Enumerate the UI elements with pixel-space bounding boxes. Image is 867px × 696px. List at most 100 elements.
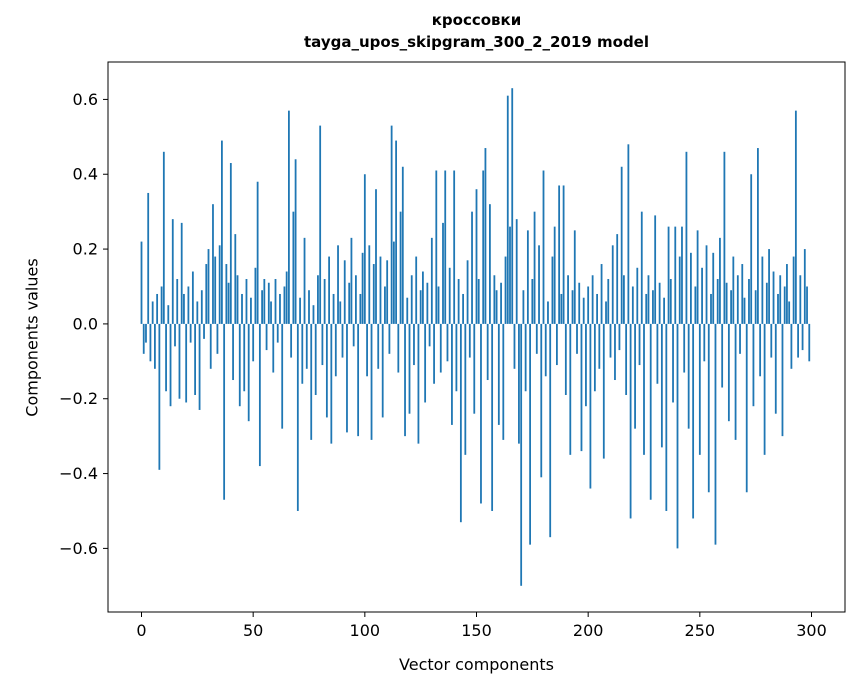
bar — [343, 260, 346, 324]
bar — [234, 234, 237, 324]
bar — [317, 275, 319, 324]
bar — [196, 301, 199, 324]
bar — [357, 323, 360, 437]
bar — [531, 279, 534, 324]
bar — [258, 323, 261, 467]
bar — [799, 275, 802, 324]
bar — [640, 211, 643, 324]
bar — [678, 256, 681, 324]
bar — [162, 151, 165, 324]
bar — [466, 260, 469, 324]
bar — [676, 323, 679, 549]
bar — [274, 279, 277, 324]
bar — [475, 189, 478, 324]
bar — [183, 293, 185, 324]
bar — [743, 297, 746, 324]
bar — [154, 323, 156, 369]
bar — [486, 323, 489, 381]
bar — [236, 275, 239, 324]
bar — [243, 323, 246, 392]
bar — [506, 95, 509, 324]
bar — [337, 245, 339, 324]
bar — [614, 323, 616, 381]
bar — [330, 323, 333, 444]
bar — [716, 279, 719, 324]
bar — [803, 249, 806, 324]
bar — [535, 323, 538, 354]
bar — [522, 290, 525, 324]
bar — [683, 323, 686, 373]
bar — [363, 174, 366, 324]
y-tick-label: 0.4 — [73, 165, 98, 184]
bar — [442, 222, 444, 324]
bar — [212, 204, 214, 324]
bar — [712, 252, 715, 324]
bar — [497, 323, 500, 425]
bar — [145, 323, 147, 343]
bar — [500, 282, 502, 324]
bar — [582, 297, 585, 324]
bar — [225, 264, 228, 324]
bar — [730, 290, 732, 324]
bar — [687, 323, 690, 429]
bar — [332, 293, 335, 324]
bar — [227, 282, 230, 324]
y-tick-label: 0.6 — [73, 90, 98, 109]
bar — [558, 185, 561, 324]
bar — [185, 323, 188, 403]
bar — [569, 323, 572, 455]
bar — [435, 170, 438, 324]
bar — [696, 230, 699, 324]
bar — [439, 323, 442, 373]
bar — [714, 323, 717, 545]
bar — [252, 323, 255, 362]
bar — [314, 323, 317, 395]
bar — [200, 290, 203, 324]
bar — [765, 282, 768, 324]
bar — [408, 323, 411, 414]
bar — [388, 323, 391, 354]
bar — [783, 286, 786, 324]
bar — [611, 245, 614, 324]
bar — [169, 323, 172, 407]
bar — [600, 264, 603, 324]
bar — [171, 219, 174, 324]
bar — [801, 323, 804, 351]
bar — [444, 170, 447, 324]
bar — [480, 323, 482, 504]
bar — [415, 256, 418, 324]
bar — [672, 323, 674, 403]
bar — [160, 286, 163, 324]
bar — [459, 323, 462, 523]
bar — [649, 323, 652, 500]
bar — [299, 297, 301, 324]
bar — [721, 323, 724, 388]
bar — [308, 290, 310, 324]
bar — [511, 88, 514, 324]
bar — [681, 226, 683, 324]
bar — [341, 323, 344, 358]
bar — [533, 211, 536, 324]
bar — [346, 323, 348, 433]
bar — [524, 323, 527, 392]
bar — [285, 271, 288, 324]
bar — [593, 323, 596, 392]
bar — [732, 256, 735, 324]
bar — [540, 323, 543, 478]
bar — [165, 323, 167, 392]
bar — [484, 148, 487, 324]
bar — [734, 323, 737, 440]
bar — [526, 230, 529, 324]
bar — [752, 323, 755, 407]
bar — [352, 323, 355, 347]
bar — [406, 297, 409, 324]
bar — [504, 256, 507, 324]
bar — [707, 323, 710, 493]
chart-title-line1: кроссовки — [431, 11, 522, 29]
bar — [359, 293, 362, 324]
bar — [489, 204, 491, 324]
bar — [241, 293, 243, 324]
bar — [750, 174, 753, 324]
bar — [605, 301, 607, 324]
